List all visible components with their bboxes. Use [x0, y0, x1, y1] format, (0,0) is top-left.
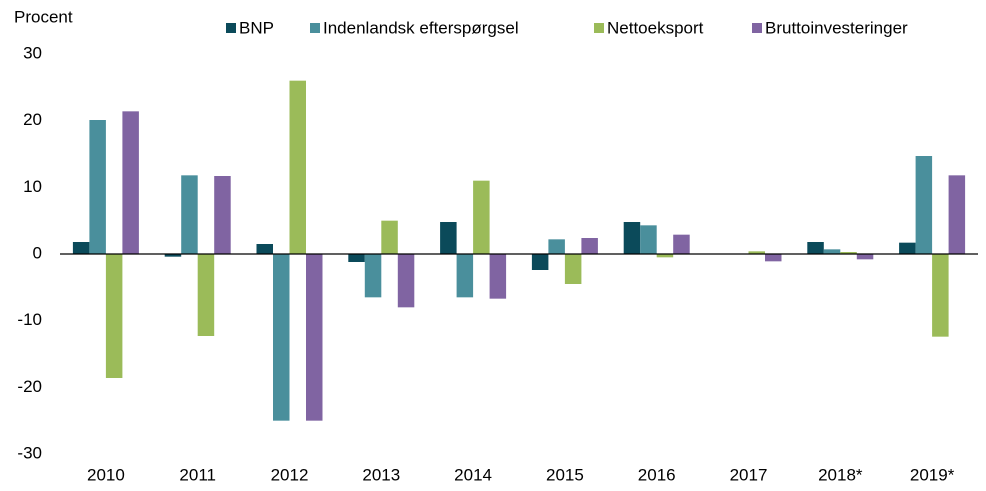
legend-label: Indenlandsk efterspørgsel: [323, 18, 519, 37]
bar: [348, 254, 365, 262]
bar: [856, 254, 874, 260]
bar: [823, 249, 841, 254]
bar: [640, 225, 657, 254]
legend-label: Nettoeksport: [607, 18, 704, 37]
legend-swatch: [752, 23, 762, 33]
legend-swatch: [226, 23, 236, 33]
bar: [306, 254, 323, 421]
bar: [364, 254, 382, 298]
bar: [948, 175, 966, 254]
bar: [581, 238, 598, 254]
bar: [840, 252, 857, 254]
bar: [197, 254, 215, 336]
x-tick-label: 2018*: [818, 465, 863, 484]
y-tick-label: -30: [17, 443, 42, 462]
bar: [673, 234, 690, 254]
bar: [122, 111, 139, 254]
legend-swatch: [594, 23, 604, 33]
y-tick-label: -20: [17, 377, 42, 396]
x-tick-label: 2013: [362, 465, 400, 484]
bar: [72, 242, 90, 254]
legend-label: BNP: [239, 18, 274, 37]
bar: [440, 222, 457, 254]
bar: [289, 80, 306, 255]
bar: [164, 254, 182, 257]
bar: [273, 254, 290, 421]
x-tick-label: 2016: [638, 465, 676, 484]
bar: [256, 244, 273, 254]
x-tick-label: 2010: [87, 465, 125, 484]
bar: [765, 254, 782, 262]
bar: [548, 239, 565, 254]
bar: [473, 180, 490, 254]
x-tick-label: 2012: [271, 465, 309, 484]
bar: [531, 254, 549, 270]
bar: [564, 254, 582, 284]
bar: [656, 254, 674, 258]
bar: [105, 254, 123, 378]
y-axis-label: Procent: [14, 7, 73, 26]
bar: [381, 220, 398, 254]
bar: [915, 156, 933, 254]
bar: [623, 222, 641, 254]
bar: [489, 254, 507, 299]
x-tick-label: 2011: [179, 465, 216, 484]
y-tick-label: 10: [23, 177, 42, 196]
y-tick-label: 30: [23, 43, 42, 62]
y-tick-label: 20: [23, 110, 42, 129]
bar: [899, 242, 916, 254]
bar: [181, 175, 198, 254]
bar: [748, 251, 765, 254]
y-tick-label: 0: [33, 243, 42, 262]
bar: [456, 254, 474, 298]
legend-swatch: [310, 23, 320, 33]
bar: [214, 176, 231, 254]
legend-label: Bruttoinvesteringer: [765, 18, 908, 37]
bar: [807, 242, 824, 254]
bar: [932, 254, 949, 337]
y-tick-label: -10: [17, 310, 42, 329]
bar: [397, 254, 415, 308]
x-tick-label: 2015: [546, 465, 584, 484]
x-tick-label: 2019*: [910, 465, 955, 484]
x-tick-label: 2014: [454, 465, 492, 484]
x-tick-label: 2017: [730, 465, 768, 484]
bar: [89, 120, 106, 254]
